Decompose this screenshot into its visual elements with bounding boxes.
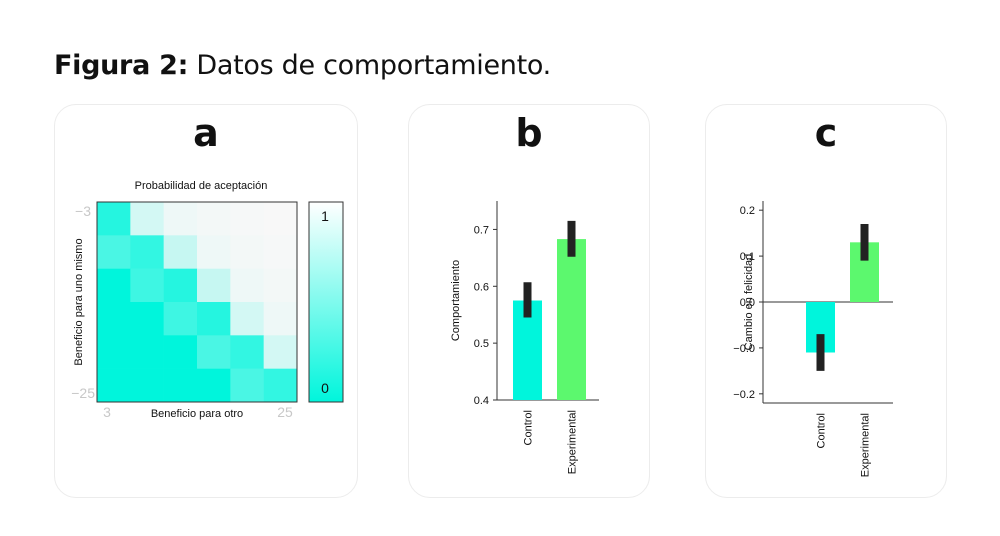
heatmap-cell xyxy=(263,268,298,303)
heatmap-cell xyxy=(263,302,298,336)
category-label-control: Control xyxy=(816,413,828,448)
heatmap-cell xyxy=(163,202,198,236)
panel-b-letter: b xyxy=(515,111,543,155)
category-label-control: Control xyxy=(523,410,535,445)
heatmap-cell xyxy=(197,268,231,303)
heatmap-cell xyxy=(197,368,231,403)
panel-b: b 0.4 0.5 0.6 0.7 Control Experimental Comport… xyxy=(408,104,650,498)
heatmap-cell xyxy=(163,302,198,336)
y-tick-label: 0.4 xyxy=(474,395,489,407)
y-tick-label-bottom: −25 xyxy=(71,385,95,401)
heatmap-cell xyxy=(230,202,264,236)
heatmap-cell xyxy=(197,335,231,369)
y-tick-label: −0.2 xyxy=(733,389,755,401)
heatmap-cell xyxy=(197,302,231,336)
colorbar xyxy=(308,201,344,403)
panel-c: c −0.2 −0.0 0.0 0.1 0.2 Control Experimental Ca… xyxy=(705,104,947,498)
colorbar-label-top: 1 xyxy=(321,208,329,224)
heatmap-cell xyxy=(163,368,198,403)
heatmap-cell xyxy=(130,268,164,303)
y-tick-label-top: −3 xyxy=(75,203,91,219)
y-tick-label: 0.1 xyxy=(740,251,755,263)
panel-c-letter: c xyxy=(814,111,838,155)
x-tick-label-left: 3 xyxy=(103,404,111,420)
heatmap-cell xyxy=(130,368,164,403)
y-tick-label: −0.0 xyxy=(733,343,755,355)
heatmap-cell xyxy=(263,202,298,236)
heatmap-cell xyxy=(230,235,264,269)
heatmap-title: Probabilidad de aceptación xyxy=(135,180,268,192)
bar-experimental xyxy=(557,239,586,400)
y-tick-label: 0.5 xyxy=(474,338,489,350)
y-axis-label: Cambio en felicidad xyxy=(743,254,755,351)
y-axis-label: Comportamiento xyxy=(450,260,462,341)
heatmap-cell xyxy=(163,235,198,269)
figure-title: Figura 2: Datos de comportamiento. xyxy=(54,50,551,81)
y-tick-label: 0.0 xyxy=(740,297,755,309)
heatmap-cell xyxy=(163,268,198,303)
heatmap-cell xyxy=(230,368,264,403)
category-label-experimental: Experimental xyxy=(567,410,579,474)
panel-a-letter: a xyxy=(193,111,219,155)
heatmap-cell xyxy=(263,235,298,269)
heatmap-cell xyxy=(130,202,164,236)
heatmap-cell xyxy=(97,268,131,303)
heatmap-cell xyxy=(97,235,131,269)
heatmap-cell xyxy=(163,335,198,369)
y-tick-label: 0.6 xyxy=(474,281,489,293)
heatmap-ylabel: Beneficio para uno mismo xyxy=(73,238,85,365)
x-tick-label-right: 25 xyxy=(277,404,293,420)
heatmap-cell xyxy=(230,335,264,369)
category-label-experimental: Experimental xyxy=(860,413,872,477)
heatmap-cell xyxy=(97,335,131,369)
heatmap-xlabel: Beneficio para otro xyxy=(151,408,243,420)
y-tick-label: 0.7 xyxy=(474,224,489,236)
figure-title-label: Figura 2: xyxy=(54,50,189,81)
heatmap-cell xyxy=(197,235,231,269)
figure-title-text: Datos de comportamiento. xyxy=(188,50,551,81)
heatmap-cell xyxy=(263,368,298,403)
heatmap-cell xyxy=(230,302,264,336)
heatmap-cell xyxy=(130,335,164,369)
heatmap-cell xyxy=(97,302,131,336)
heatmap-cell xyxy=(130,302,164,336)
behavior-bar-chart: 0.4 0.5 0.6 0.7 Control Experimental Comportam… xyxy=(450,201,599,474)
heatmap-cell xyxy=(97,202,131,236)
panel-a: a Probabilidad de aceptación −3 −25 3 25… xyxy=(54,104,358,498)
heatmap-frame xyxy=(96,201,298,403)
y-tick-label: 0.2 xyxy=(740,205,755,217)
heatmap-cell xyxy=(230,268,264,303)
heatmap-cell xyxy=(263,335,298,369)
heatmap-cell xyxy=(197,202,231,236)
heatmap-chart: Probabilidad de aceptación −3 −25 3 25 B… xyxy=(71,180,344,420)
heatmap-cell xyxy=(130,235,164,269)
colorbar-label-bottom: 0 xyxy=(321,380,329,396)
heatmap-cell xyxy=(97,368,131,403)
happiness-bar-chart: −0.2 −0.0 0.0 0.1 0.2 Control Experimental Camb… xyxy=(733,201,893,477)
